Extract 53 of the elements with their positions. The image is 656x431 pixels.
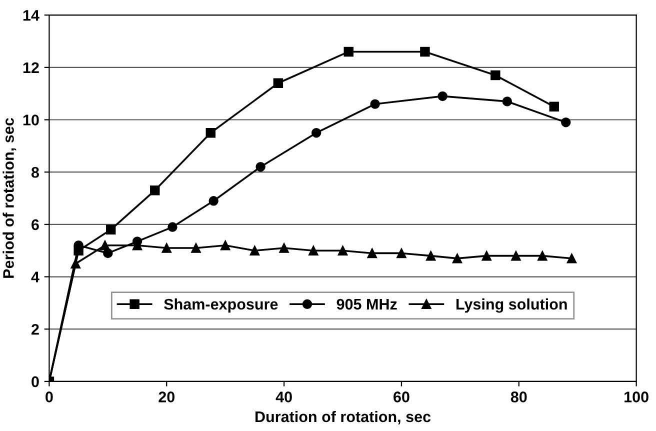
x-tick-label: 60 [394,392,410,402]
y-axis-title: Period of rotation, sec [2,118,16,278]
y-tick-label: 6 [32,219,39,230]
point [549,102,559,112]
point [538,250,548,261]
y-tick-label: 2 [32,324,39,335]
point [206,128,216,138]
y-tick-label: 14 [23,10,40,21]
y-tick-label: 4 [31,272,40,282]
y-tick-label: 12 [23,62,39,73]
point [208,196,218,206]
point [370,99,380,109]
point [162,243,172,253]
point [561,118,571,128]
y-tick-label: 10 [23,114,39,126]
point [420,46,430,57]
point [338,246,348,256]
x-tick-label: 100 [624,392,648,402]
x-axis-title: Duration of rotation, sec [256,410,431,424]
legend-label: Sham-exposure [164,298,278,313]
point [438,91,448,102]
legend-label: Lysing solution [456,298,567,313]
point [308,246,318,256]
point [191,243,201,253]
point [273,78,284,88]
point [103,248,113,258]
x-tick-label: 20 [158,392,174,402]
point [168,222,178,232]
point [70,258,80,269]
point [452,254,462,264]
point [367,248,377,258]
y-tick-label: 8 [31,166,40,178]
x-tick-label: 40 [276,392,292,402]
point [150,186,160,196]
point [311,128,322,138]
point [566,254,577,264]
x-tick-label: 80 [510,392,527,402]
point [279,243,289,253]
point [106,224,116,235]
point [511,250,521,261]
y-tick-label: 0 [32,376,39,388]
legend-label: 905 MHz [336,298,397,310]
point [256,162,266,172]
point [482,250,492,261]
point [250,246,260,256]
point [396,248,406,258]
point [100,240,110,250]
point [344,46,354,57]
point [220,240,230,250]
x-tick-label: 0 [46,392,53,402]
point [490,70,500,80]
point [502,96,512,106]
point [426,250,436,261]
